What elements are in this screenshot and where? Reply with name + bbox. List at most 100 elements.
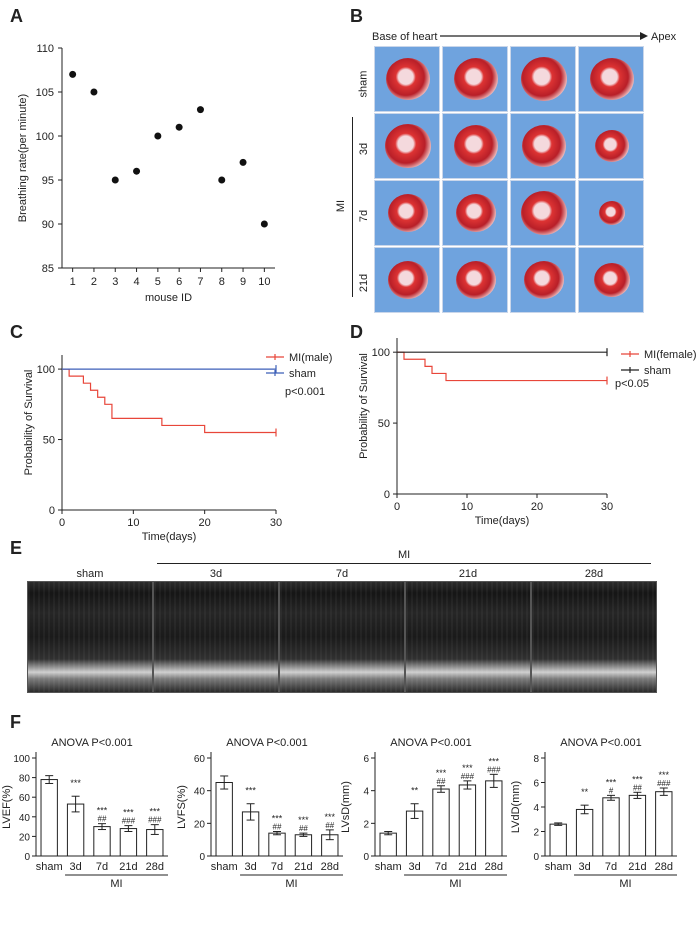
data-point <box>175 123 183 131</box>
survival-series-line <box>62 368 276 434</box>
y-axis-label: Probability of Survival <box>358 353 370 459</box>
x-tick-label: 9 <box>240 276 246 288</box>
echo-image-28d <box>531 581 657 693</box>
y-tick-label: 0 <box>49 505 55 517</box>
heart-slice-cell <box>374 46 440 112</box>
x-axis-label: Time(days) <box>475 515 530 527</box>
group-label: MI <box>619 878 631 890</box>
chart-a-scatter: 85 90 95 100 105 110 1 2 3 4 5 6 7 8 9 10 mouse ID Breath… <box>17 43 275 304</box>
chart-title: ANOVA P<0.001 <box>390 737 471 749</box>
x-tick-label: 20 <box>199 517 211 529</box>
x-tick-label: 10 <box>461 501 473 513</box>
x-axis-label: Time(days) <box>142 531 197 543</box>
echo-image-sham <box>27 581 153 693</box>
y-tick-label: 8 <box>533 754 539 765</box>
significance-hash: ### <box>148 816 162 825</box>
x-tick-label: 5 <box>155 276 161 288</box>
panel-e-group-label: MI <box>398 549 411 561</box>
panel-letter-e: E <box>10 538 23 558</box>
chart-f-lvfs: ANOVA P<0.0010204060sham***3d***##7d***#… <box>176 737 343 890</box>
x-tick-label: 8 <box>219 276 225 288</box>
heart-slice-cell <box>510 46 576 112</box>
x-tick-label: 20 <box>531 501 543 513</box>
y-tick-label: 0 <box>24 852 30 863</box>
y-tick-label: 100 <box>13 754 30 765</box>
panel-b-row-label-3d: 3d <box>358 142 371 156</box>
significance-star: *** <box>298 815 309 825</box>
y-axis-label: LVFS(%) <box>176 785 188 829</box>
significance-star: *** <box>150 807 161 817</box>
heart-slice <box>521 191 567 235</box>
significance-hash: # <box>609 786 614 795</box>
x-tick-label: 2 <box>91 276 97 288</box>
panel-letter-b: B <box>350 6 363 26</box>
data-point <box>239 158 247 166</box>
data-point <box>218 176 226 184</box>
panel-letter-a: A <box>10 6 23 26</box>
bar <box>268 832 286 857</box>
chart-f-lvef: ANOVA P<0.001020406080100sham***3d***##7… <box>1 737 168 890</box>
panel-b-row-label-sham: sham <box>357 70 370 98</box>
significance-star: *** <box>325 812 336 822</box>
significance-hash: ## <box>325 821 334 830</box>
data-point <box>133 167 141 175</box>
y-axis-label: LVsD(mm) <box>340 781 352 833</box>
legend-label: sham <box>644 365 671 377</box>
heart-slice-cell <box>578 247 644 313</box>
significance-star: *** <box>632 774 643 784</box>
panel-letter-c: C <box>10 322 23 342</box>
heart-slice-cell <box>442 247 508 313</box>
bar <box>458 784 477 857</box>
bar <box>432 788 450 857</box>
panel-b-mi-bracket <box>352 117 353 297</box>
significance-hash: ### <box>461 772 475 781</box>
heart-slice-cell <box>578 46 644 112</box>
legend-label: MI(female) <box>644 349 697 361</box>
x-tick-label: 30 <box>270 517 282 529</box>
x-tick-label: 7d <box>435 861 447 873</box>
heart-slice <box>454 58 498 100</box>
y-tick-label: 100 <box>37 364 55 376</box>
group-label: MI <box>449 878 461 890</box>
y-tick-label: 6 <box>363 754 369 765</box>
echo-label-3d: 3d <box>209 568 223 580</box>
chart-f-lvsd: ANOVA P<0.0010246sham**3d***##7d***###21… <box>340 737 507 890</box>
y-tick-label: 100 <box>372 347 390 359</box>
heart-slice-cell <box>374 247 440 313</box>
y-tick-label: 40 <box>19 813 31 824</box>
heart-slice <box>524 261 564 299</box>
x-tick-label: 30 <box>601 501 613 513</box>
significance-hash: ### <box>487 765 501 774</box>
bar <box>628 794 647 857</box>
bar <box>549 823 567 857</box>
y-tick-label: 110 <box>36 43 54 55</box>
heart-slice-cell <box>510 113 576 179</box>
y-tick-label: 20 <box>194 819 206 830</box>
heart-slice <box>454 125 498 167</box>
data-point <box>90 88 98 96</box>
y-tick-label: 0 <box>533 852 539 863</box>
panel-e-mi-line <box>157 563 651 564</box>
y-tick-label: 4 <box>533 803 539 814</box>
x-tick-label: 28d <box>146 861 164 873</box>
y-tick-label: 80 <box>19 774 31 785</box>
x-tick-label: 6 <box>176 276 182 288</box>
significance-hash: ## <box>273 823 282 832</box>
y-axis-label: LVEF(%) <box>1 785 13 829</box>
x-tick-label: 7 <box>197 276 203 288</box>
heart-slice <box>385 124 431 168</box>
chart-title: ANOVA P<0.001 <box>51 737 132 749</box>
panel-letter-f: F <box>10 712 21 732</box>
x-tick-label: 1 <box>70 276 76 288</box>
x-tick-label: 7d <box>96 861 108 873</box>
panel-letter-d: D <box>350 322 363 342</box>
x-tick-label: 4 <box>133 276 139 288</box>
echo-image-3d <box>153 581 279 693</box>
heart-slice-cell <box>442 113 508 179</box>
significance-hash: ## <box>98 815 107 824</box>
x-tick-label: 3d <box>69 861 81 873</box>
data-point <box>196 106 204 114</box>
y-tick-label: 105 <box>36 87 54 99</box>
x-tick-label: 21d <box>458 861 476 873</box>
